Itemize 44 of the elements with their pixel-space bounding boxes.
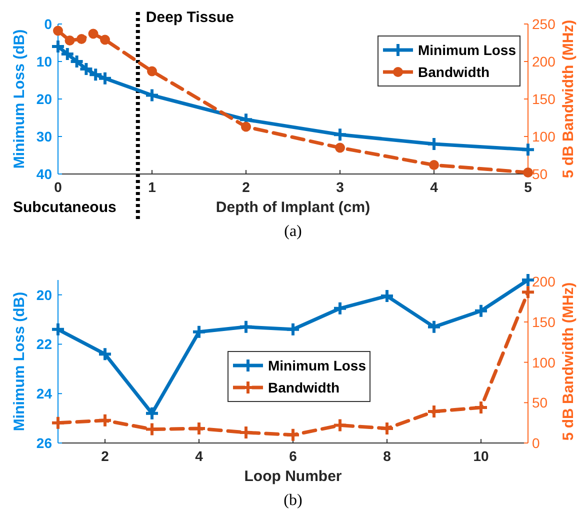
y-tick-label: 40 bbox=[36, 166, 52, 182]
x-tick-label: 8 bbox=[383, 448, 392, 464]
y-tick-label: 30 bbox=[36, 128, 52, 144]
y2-tick-label: 50 bbox=[532, 394, 548, 411]
y2-axis-title: 5 dB Bandwidth (MHz) bbox=[560, 20, 577, 178]
ref-line-label: Deep Tissue bbox=[146, 9, 234, 26]
y-tick-label: 0 bbox=[44, 16, 52, 32]
x-tick-label: 2 bbox=[242, 179, 250, 195]
y-axis-title: Minimum Loss (dB) bbox=[11, 292, 28, 432]
y2-tick-label: 200 bbox=[532, 54, 556, 70]
y-tick-label: 20 bbox=[36, 286, 52, 303]
x-tick-label: 4 bbox=[430, 179, 438, 195]
x-axis-title: Depth of Implant (cm) bbox=[216, 199, 370, 216]
x-tick-label: 5 bbox=[524, 179, 532, 195]
y2-tick-label: 150 bbox=[532, 91, 556, 107]
text: (b) bbox=[284, 492, 302, 509]
y2-tick-label: 150 bbox=[532, 314, 556, 330]
legend-label: Bandwidth bbox=[268, 380, 340, 396]
y2-tick-label: 100 bbox=[532, 354, 556, 370]
legend-label: Minimum Loss bbox=[418, 42, 516, 58]
text: (a) bbox=[284, 223, 302, 240]
x-tick-label: 2 bbox=[101, 448, 110, 464]
legend-label: Minimum Loss bbox=[268, 358, 366, 374]
y2-axis-title: 5 dB Bandwidth (MHz) bbox=[560, 282, 577, 441]
y-tick-label: 22 bbox=[36, 336, 52, 352]
y-tick-label: 26 bbox=[36, 435, 52, 451]
text: Subcutaneous bbox=[13, 199, 116, 216]
x-axis-title: Loop Number bbox=[244, 468, 342, 485]
y-tick-label: 10 bbox=[36, 54, 52, 70]
y2-tick-label: 200 bbox=[532, 274, 556, 290]
x-tick-label: 0 bbox=[54, 179, 62, 195]
x-tick-label: 10 bbox=[473, 448, 489, 464]
y-tick-label: 20 bbox=[36, 91, 52, 107]
y2-tick-label: 100 bbox=[532, 128, 556, 144]
legend-label: Bandwidth bbox=[418, 64, 490, 80]
y-axis-title: Minimum Loss (dB) bbox=[11, 29, 28, 169]
y-tick-label: 24 bbox=[36, 386, 52, 402]
x-tick-label: 1 bbox=[148, 179, 156, 195]
y2-tick-label: 250 bbox=[532, 16, 556, 32]
y2-tick-label: 50 bbox=[532, 166, 548, 182]
x-tick-label: 4 bbox=[195, 448, 204, 464]
x-tick-label: 3 bbox=[336, 179, 344, 195]
y2-tick-label: 0 bbox=[532, 435, 540, 451]
x-tick-label: 6 bbox=[289, 448, 298, 464]
